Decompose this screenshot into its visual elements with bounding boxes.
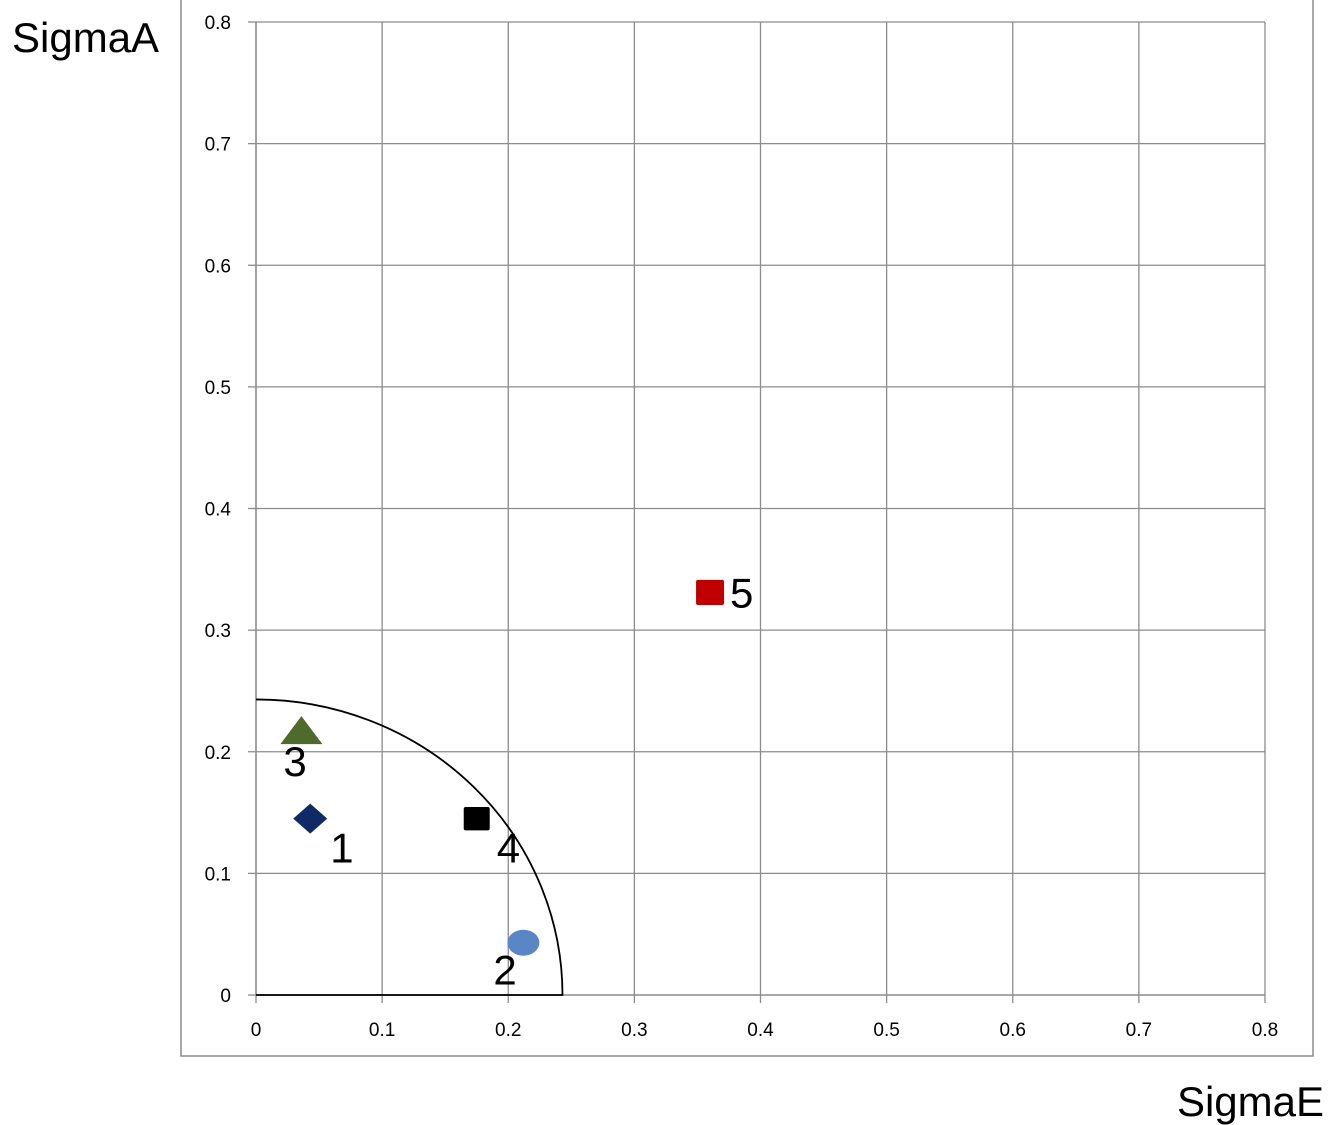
x-tick-label: 0.6 bbox=[1000, 1020, 1026, 1041]
x-tick-label: 0.7 bbox=[1126, 1020, 1152, 1041]
axes bbox=[248, 21, 1266, 1003]
point-label-3: 3 bbox=[283, 738, 306, 785]
x-tick-label: 0.5 bbox=[873, 1020, 899, 1041]
data-point-5 bbox=[696, 579, 725, 606]
x-tick-label: 0.4 bbox=[747, 1020, 774, 1041]
data-point-4 bbox=[463, 806, 490, 831]
y-tick-label: 0 bbox=[220, 986, 231, 1007]
point-label-2: 2 bbox=[493, 947, 516, 994]
reference-arc bbox=[255, 698, 564, 996]
y-tick-labels: 0 0.1 0.2 0.3 0.4 0.5 0.6 0.7 0.8 bbox=[205, 13, 232, 1007]
x-tick-label: 0.2 bbox=[495, 1020, 521, 1041]
point-label-5: 5 bbox=[730, 569, 753, 616]
y-tick-label: 0.3 bbox=[205, 621, 231, 642]
gridlines bbox=[256, 21, 1266, 995]
x-tick-labels: 0 0.1 0.2 0.3 0.4 0.5 0.6 0.7 0.8 bbox=[251, 1020, 1279, 1041]
x-tick-label: 0.1 bbox=[369, 1020, 395, 1041]
y-tick-label: 0.7 bbox=[205, 135, 231, 156]
plot-frame bbox=[180, 0, 1314, 1057]
x-tick-label: 0.3 bbox=[621, 1020, 647, 1041]
x-axis-title: SigmaE bbox=[1177, 1078, 1324, 1125]
x-tick-label: 0.8 bbox=[1252, 1020, 1278, 1041]
x-tick-label: 0 bbox=[251, 1020, 262, 1041]
y-tick-label: 0.5 bbox=[205, 378, 231, 399]
y-tick-label: 0.6 bbox=[205, 256, 231, 277]
y-tick-label: 0.4 bbox=[205, 500, 232, 521]
point-label-4: 4 bbox=[497, 825, 520, 872]
point-label-1: 1 bbox=[330, 825, 353, 872]
data-points: 1 2 3 4 5 bbox=[280, 569, 753, 994]
y-tick-label: 0.8 bbox=[205, 13, 231, 34]
y-tick-label: 0.2 bbox=[205, 743, 231, 764]
data-point-3 bbox=[280, 716, 323, 745]
data-point-2 bbox=[507, 929, 540, 956]
y-axis-title: SigmaA bbox=[12, 14, 159, 61]
y-tick-label: 0.1 bbox=[205, 864, 231, 885]
data-point-1 bbox=[293, 803, 328, 834]
